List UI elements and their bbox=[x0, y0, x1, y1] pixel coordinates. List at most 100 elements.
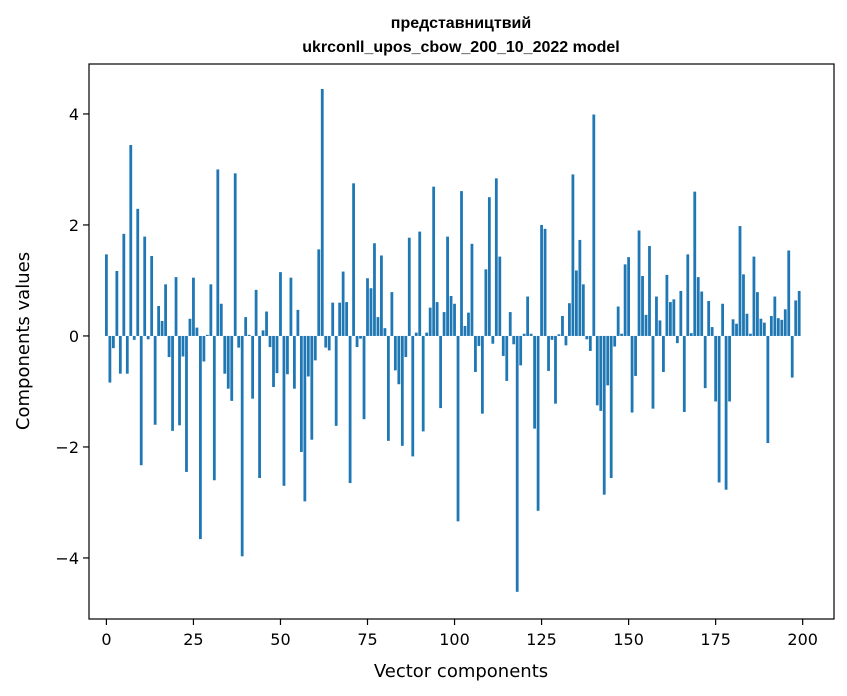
bar-18 bbox=[167, 335, 171, 358]
bar-140 bbox=[592, 114, 596, 336]
bar-75 bbox=[366, 278, 369, 336]
bar-146 bbox=[613, 335, 617, 347]
bar-180 bbox=[731, 319, 735, 336]
chart-subtitle: ukrconll_upos_cbow_200_10_2022 model bbox=[302, 39, 619, 56]
x-tick-label: 125 bbox=[526, 630, 557, 649]
y-tick-label: 2 bbox=[69, 216, 79, 235]
bar-26 bbox=[195, 327, 199, 336]
bar-72 bbox=[355, 335, 359, 348]
bar-107 bbox=[477, 335, 481, 346]
bar-96 bbox=[439, 335, 443, 409]
bar-122 bbox=[529, 333, 533, 336]
bar-162 bbox=[668, 302, 672, 336]
bar-39 bbox=[240, 335, 244, 557]
bar-94 bbox=[432, 186, 436, 336]
bar-183 bbox=[742, 274, 745, 336]
bar-101 bbox=[456, 335, 460, 522]
bar-6 bbox=[125, 335, 129, 374]
bar-55 bbox=[296, 309, 300, 336]
bar-161 bbox=[665, 274, 669, 336]
bar-series bbox=[105, 88, 801, 592]
bar-104 bbox=[467, 312, 470, 336]
bar-148 bbox=[620, 333, 624, 336]
x-tick-label: 175 bbox=[700, 630, 731, 649]
x-axis-ticks: 0 25 50 75 100 125 150 175 200 bbox=[101, 619, 818, 649]
bar-144 bbox=[606, 335, 610, 386]
y-axis-label: Components values bbox=[13, 252, 34, 430]
bar-5 bbox=[122, 233, 126, 336]
y-tick-label: −2 bbox=[55, 438, 79, 457]
bar-116 bbox=[508, 312, 512, 336]
y-tick-label: −4 bbox=[55, 549, 79, 568]
bar-120 bbox=[522, 333, 526, 336]
bar-80 bbox=[383, 328, 387, 336]
bar-185 bbox=[749, 333, 752, 336]
bar-197 bbox=[790, 335, 794, 378]
bar-128 bbox=[550, 335, 554, 340]
bar-16 bbox=[160, 320, 164, 336]
bar-19 bbox=[171, 335, 174, 431]
bar-69 bbox=[345, 302, 349, 336]
bar-31 bbox=[212, 335, 216, 481]
bar-191 bbox=[769, 315, 773, 336]
bar-166 bbox=[682, 335, 686, 412]
bar-49 bbox=[275, 335, 279, 374]
bar-139 bbox=[588, 335, 592, 351]
bar-97 bbox=[442, 312, 446, 336]
bar-7 bbox=[129, 145, 133, 336]
bar-21 bbox=[178, 335, 181, 426]
bar-193 bbox=[776, 318, 780, 336]
bar-1 bbox=[108, 335, 112, 383]
bar-136 bbox=[578, 239, 582, 336]
x-tick-label: 0 bbox=[101, 630, 111, 649]
bar-124 bbox=[536, 335, 540, 511]
bar-66 bbox=[334, 335, 338, 426]
bar-78 bbox=[376, 317, 380, 336]
bar-134 bbox=[571, 174, 575, 336]
bar-44 bbox=[258, 335, 261, 479]
bar-95 bbox=[435, 302, 439, 336]
bar-29 bbox=[205, 334, 209, 336]
bar-77 bbox=[373, 243, 376, 336]
bar-177 bbox=[721, 303, 724, 336]
bar-111 bbox=[491, 335, 495, 344]
bar-156 bbox=[648, 246, 651, 336]
y-axis-ticks: −4 −2 0 2 4 bbox=[55, 105, 89, 568]
bar-17 bbox=[164, 284, 167, 336]
bar-192 bbox=[773, 296, 777, 336]
x-tick-label: 75 bbox=[357, 630, 377, 649]
bar-131 bbox=[561, 315, 564, 336]
bar-176 bbox=[717, 335, 721, 483]
x-tick-label: 25 bbox=[183, 630, 203, 649]
bar-181 bbox=[735, 323, 738, 336]
bar-187 bbox=[756, 292, 759, 336]
bar-3 bbox=[115, 271, 119, 336]
bar-130 bbox=[557, 334, 561, 336]
bar-135 bbox=[574, 270, 578, 336]
bar-23 bbox=[185, 335, 188, 472]
bar-63 bbox=[324, 335, 328, 348]
bar-129 bbox=[554, 335, 557, 404]
bar-14 bbox=[153, 335, 157, 425]
bar-178 bbox=[724, 335, 728, 490]
bar-198 bbox=[794, 300, 798, 336]
bar-110 bbox=[487, 197, 491, 336]
bar-58 bbox=[306, 335, 310, 377]
bar-175 bbox=[714, 335, 718, 402]
bar-118 bbox=[515, 335, 519, 592]
bar-11 bbox=[143, 236, 147, 336]
bar-34 bbox=[223, 335, 227, 374]
bar-24 bbox=[188, 318, 192, 336]
bar-102 bbox=[460, 191, 463, 336]
bar-154 bbox=[641, 276, 644, 336]
bar-81 bbox=[387, 335, 390, 441]
bar-103 bbox=[463, 325, 467, 336]
bar-61 bbox=[317, 249, 321, 336]
bar-117 bbox=[512, 335, 516, 345]
bar-2 bbox=[111, 335, 115, 349]
bar-123 bbox=[533, 335, 536, 429]
bar-92 bbox=[425, 332, 429, 336]
bar-91 bbox=[421, 335, 425, 432]
bar-79 bbox=[380, 255, 383, 336]
bar-32 bbox=[216, 169, 220, 336]
